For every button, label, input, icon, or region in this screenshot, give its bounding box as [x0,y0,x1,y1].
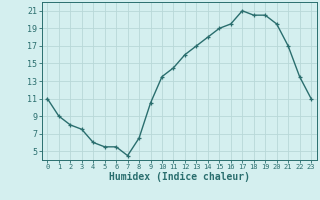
X-axis label: Humidex (Indice chaleur): Humidex (Indice chaleur) [109,172,250,182]
